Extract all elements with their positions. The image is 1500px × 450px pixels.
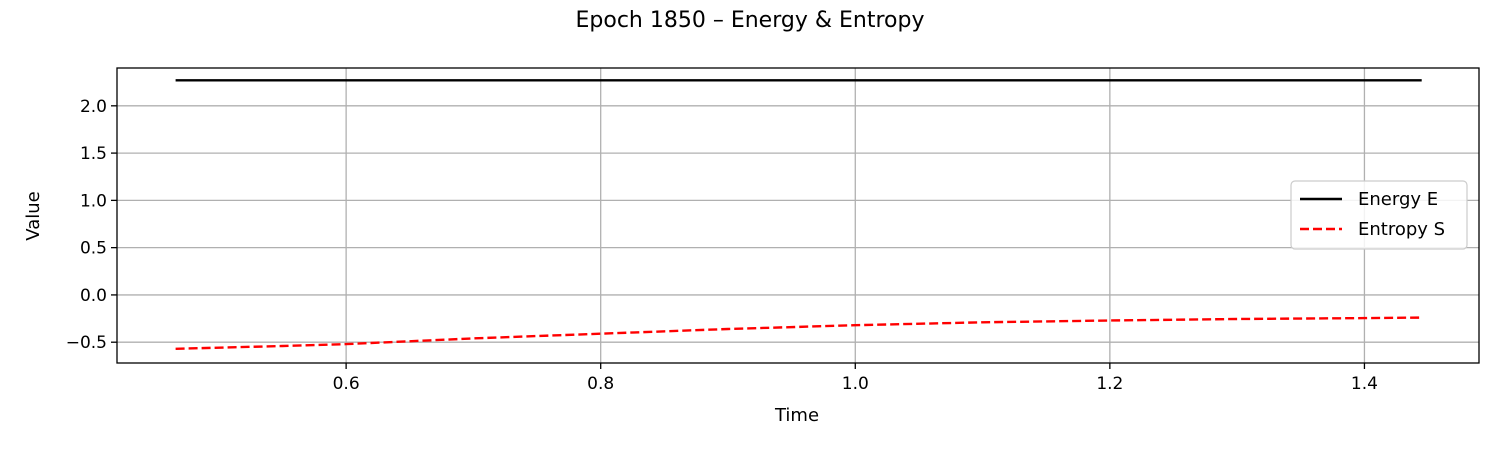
y-axis-ticks: −0.5 0.0 0.5 1.0 1.5 2.0 <box>66 97 117 353</box>
y-tick-label: −0.5 <box>66 333 107 353</box>
legend: Energy E Entropy S <box>1290 180 1468 250</box>
x-axis-label: Time <box>774 405 819 426</box>
y-tick-label: 1.0 <box>80 191 107 211</box>
legend-label: Entropy S <box>1358 219 1445 240</box>
x-tick-label: 1.0 <box>842 374 869 394</box>
x-tick-label: 0.6 <box>333 374 360 394</box>
legend-label: Energy E <box>1358 189 1438 210</box>
plot-frame <box>116 67 1480 364</box>
x-tick-label: 1.4 <box>1351 374 1378 394</box>
series-line-entropy <box>175 316 1422 350</box>
x-tick-label: 0.8 <box>587 374 614 394</box>
y-tick-label: 0.0 <box>80 286 107 306</box>
chart-title: Epoch 1850 – Energy & Entropy <box>576 8 925 33</box>
y-tick-label: 2.0 <box>80 97 107 117</box>
y-axis-label: Value <box>23 191 44 240</box>
x-axis-ticks: 0.6 0.8 1.0 1.2 1.4 <box>333 363 1378 394</box>
x-tick-label: 1.2 <box>1096 374 1123 394</box>
y-tick-label: 1.5 <box>80 144 107 164</box>
y-tick-label: 0.5 <box>80 239 107 259</box>
series-layer <box>175 79 1422 350</box>
